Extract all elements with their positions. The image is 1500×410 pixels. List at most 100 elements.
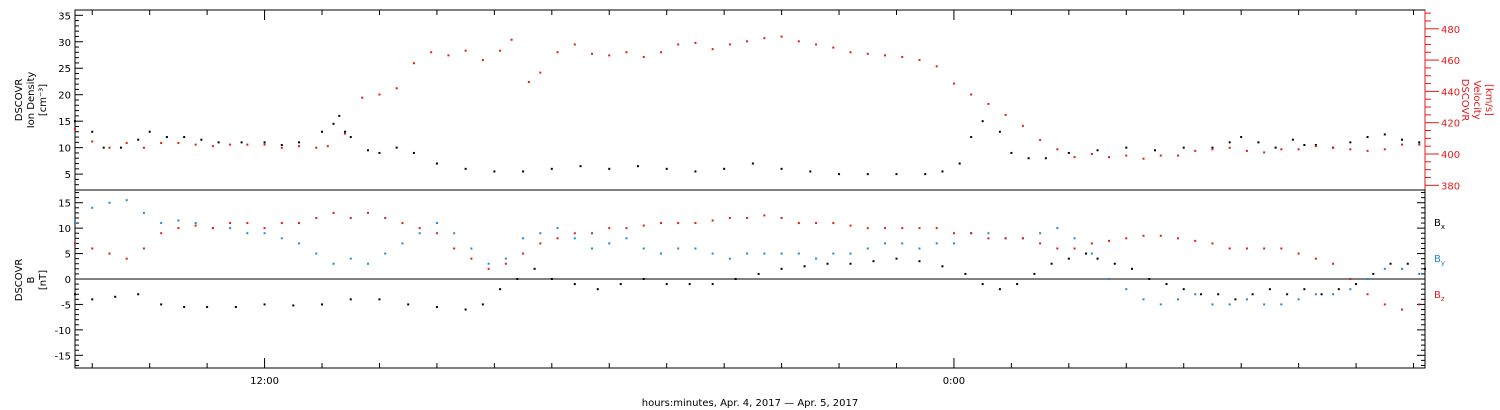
bfield-point: [160, 303, 163, 306]
legend-subscript: y: [1441, 259, 1445, 267]
density-point: [119, 146, 122, 149]
bfield-point: [746, 252, 749, 255]
density-point: [1274, 146, 1277, 149]
x-axis-label: hours:minutes, Apr. 4, 2017 — Apr. 5, 20…: [642, 398, 859, 409]
bfield-point: [901, 242, 904, 245]
bfield-point: [234, 305, 237, 308]
bfield-point: [1349, 278, 1352, 280]
bfield-point: [1182, 288, 1185, 291]
bfield-point: [125, 199, 128, 202]
bfield-point: [263, 227, 266, 230]
bfield-point: [573, 283, 576, 286]
bfield-series-0: [74, 252, 1426, 311]
bfield-point: [728, 257, 731, 260]
velocity-point: [694, 41, 697, 44]
bfield-point: [142, 211, 145, 214]
bfield-point: [142, 247, 145, 250]
bfield-point: [470, 257, 473, 260]
density-point: [694, 170, 697, 173]
top-y2label-line1: DSCOVR: [1459, 79, 1470, 122]
bfield-point: [263, 303, 266, 306]
bfield-point: [292, 304, 295, 307]
bfield-point: [481, 303, 484, 306]
velocity-point: [280, 146, 283, 149]
top-marks: [74, 35, 1421, 176]
bfield-point: [797, 222, 800, 225]
density-point: [263, 141, 266, 144]
velocity-point: [378, 93, 381, 96]
bfield-point: [918, 227, 921, 230]
bfield-point: [1085, 252, 1088, 255]
bfield-point: [1251, 293, 1254, 296]
density-point: [137, 138, 140, 141]
bfield-point: [177, 227, 180, 230]
bfield-point: [1280, 247, 1283, 250]
velocity-point: [1366, 149, 1369, 152]
bfield-point: [884, 242, 886, 245]
density-point: [1240, 136, 1243, 139]
density-point: [958, 162, 961, 165]
density-point: [924, 173, 927, 176]
bfield-point: [211, 227, 214, 230]
velocity-point: [866, 52, 869, 55]
velocity-point: [573, 43, 576, 46]
velocity-point: [1056, 148, 1059, 151]
velocity-point: [952, 82, 955, 85]
bottom-ylabel-line1: DSCOVR: [14, 259, 25, 302]
velocity-point: [935, 65, 938, 68]
legend-subscript: z: [1441, 295, 1445, 303]
bfield-point: [981, 283, 984, 286]
velocity-point: [1176, 154, 1179, 157]
bfield-point: [435, 222, 438, 225]
bottom-y-tick-label: -5: [61, 300, 71, 311]
bfield-point: [1320, 293, 1323, 296]
bfield-point: [378, 298, 381, 301]
density-series-0: [74, 114, 1421, 176]
bfield-point: [1418, 272, 1421, 275]
bfield-point: [280, 237, 283, 240]
bfield-point: [349, 216, 352, 219]
density-point: [809, 170, 812, 173]
top-ylabel-line2: Ion Density: [26, 72, 37, 129]
bfield-point: [108, 201, 111, 204]
velocity-point: [125, 142, 128, 145]
bfield-point: [1165, 283, 1168, 286]
bfield-point: [1096, 257, 1099, 260]
bfield-point: [1033, 272, 1036, 275]
bfield-point: [1016, 283, 1019, 286]
density-point: [217, 141, 220, 144]
bfield-point: [366, 211, 369, 214]
bfield-point: [418, 227, 421, 230]
bfield-point: [1349, 288, 1352, 291]
velocity-point: [315, 146, 318, 149]
bfield-point: [435, 305, 438, 308]
bfield-point: [677, 222, 680, 225]
bfield-series-2: [74, 211, 1421, 311]
velocity-point: [677, 43, 680, 46]
bfield-point: [608, 242, 611, 245]
velocity-point: [412, 62, 415, 65]
velocity-point: [263, 143, 266, 146]
velocity-point: [987, 102, 990, 105]
bfield-point: [1297, 252, 1300, 255]
bfield-point: [349, 298, 352, 301]
velocity-point: [1297, 148, 1300, 151]
bfield-point: [298, 222, 301, 225]
bfield-point: [849, 252, 852, 255]
bfield-point: [1245, 247, 1248, 250]
bfield-point: [815, 222, 818, 225]
bfield-point: [1297, 298, 1300, 301]
bfield-point: [711, 283, 714, 286]
bfield-point: [1199, 293, 1202, 296]
bfield-series-1: [74, 199, 1421, 306]
velocity-point: [160, 142, 163, 145]
bfield-point: [987, 232, 990, 235]
bfield-point: [108, 252, 111, 255]
density-point: [751, 162, 754, 165]
velocity-point: [74, 127, 76, 130]
bfield-point: [872, 260, 875, 263]
velocity-point: [746, 40, 749, 43]
bfield-point: [453, 247, 456, 250]
bfield-point: [418, 232, 421, 235]
velocity-point: [659, 51, 662, 54]
